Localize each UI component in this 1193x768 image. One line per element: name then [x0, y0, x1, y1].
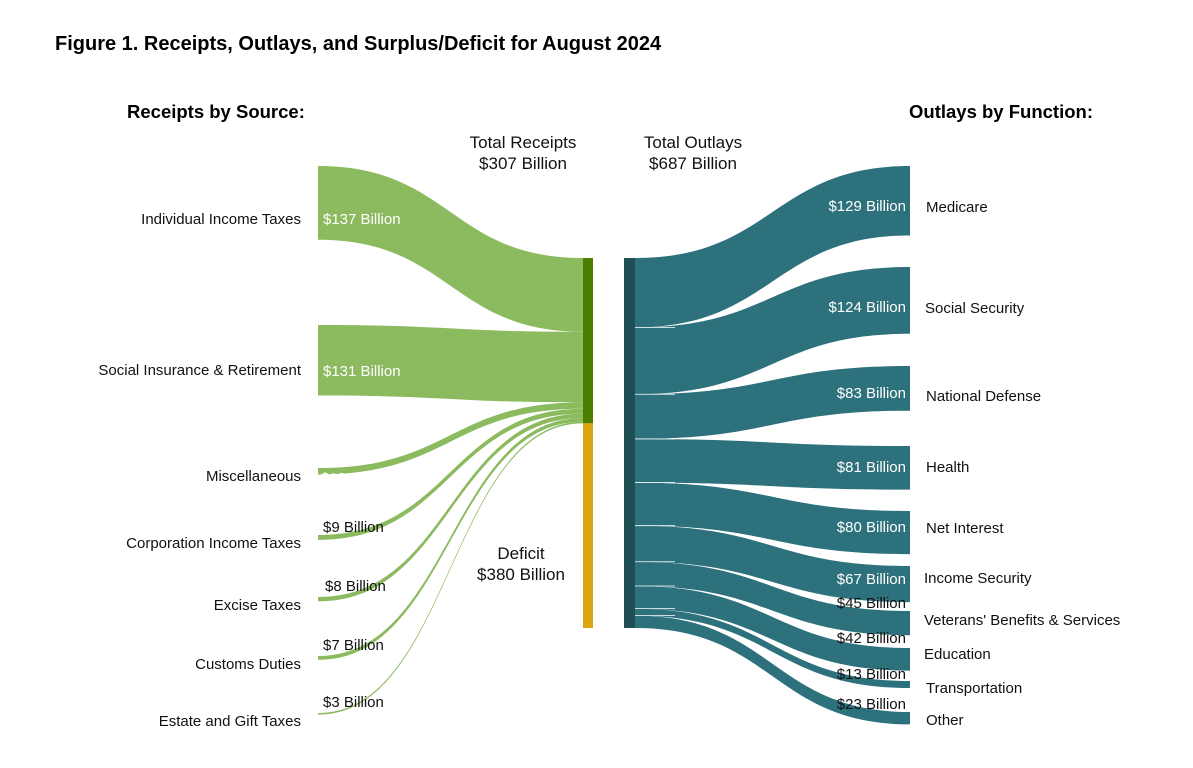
outlay-value-medicare: $129 Billion	[828, 198, 906, 215]
total-outlays-label: Total Outlays $687 Billion	[618, 132, 768, 174]
receipts-heading: Receipts by Source:	[127, 101, 305, 122]
deficit-label: Deficit $380 Billion	[446, 543, 596, 585]
outlay-flow-medicare	[635, 166, 910, 328]
receipt-name-individual-income-taxes: Individual Income Taxes	[141, 211, 301, 228]
receipt-name-corporation-income-taxes: Corporation Income Taxes	[126, 535, 301, 552]
receipt-value-excise-taxes: $8 Billion	[325, 578, 386, 595]
outlay-value-net-interest: $80 Billion	[836, 519, 906, 536]
receipt-flow-social-insurance-retirement	[318, 325, 583, 403]
receipt-flow-estate-and-gift-taxes	[318, 421, 583, 715]
receipt-name-estate-and-gift-taxes: Estate and Gift Taxes	[158, 713, 301, 730]
outlay-flow-veterans-benefits-services	[635, 561, 910, 636]
total-receipts-title: Total Receipts	[469, 133, 577, 152]
receipt-name-social-insurance: Social Insurance & Retirement	[98, 362, 301, 379]
total-outlays-title: Total Outlays	[643, 133, 743, 152]
receipt-flow-miscellaneous	[318, 402, 583, 475]
receipt-name-excise-taxes: Excise Taxes	[213, 597, 301, 614]
outlay-name-net-interest: Net Interest	[926, 520, 1004, 537]
outlay-value-national-defense: $83 Billion	[836, 385, 906, 402]
outlay-flow-income-security	[635, 525, 910, 603]
outlay-flow-net-interest	[635, 482, 910, 555]
outlay-name-income-security: Income Security	[924, 570, 1032, 587]
outlay-value-income-security: $67 Billion	[836, 571, 906, 588]
outlay-flow-social-security	[635, 267, 910, 395]
outlay-name-national-defense: National Defense	[926, 388, 1042, 405]
receipt-name-customs-duties: Customs Duties	[195, 656, 301, 673]
total-receipts-value: $307 Billion	[479, 154, 567, 173]
outlay-name-health: Health	[926, 459, 970, 476]
figure-title: Figure 1. Receipts, Outlays, and Surplus…	[55, 33, 662, 55]
receipt-flow-individual-income-taxes	[318, 166, 583, 332]
receipt-flow-corporation-income-taxes	[318, 408, 583, 540]
outlay-flow-other	[635, 615, 910, 725]
deficit-value: $380 Billion	[477, 565, 565, 584]
outlay-flow-transportation	[635, 608, 910, 689]
deficit-bar	[583, 423, 593, 628]
receipt-value-individual-income-taxes: $137 Billion	[323, 211, 401, 228]
outlays-bar	[624, 258, 635, 628]
receipt-value-estate-and-gift-taxes: $3 Billion	[323, 694, 384, 711]
outlay-value-social-security: $124 Billion	[828, 299, 906, 316]
outlay-value-health: $81 Billion	[836, 459, 906, 476]
receipt-flow-customs-duties	[318, 417, 583, 660]
outlay-name-veterans: Veterans' Benefits & Services	[924, 612, 1121, 629]
receipts-bar	[583, 258, 593, 424]
total-outlays-value: $687 Billion	[649, 154, 737, 173]
outlay-value-education: $42 Billion	[836, 630, 906, 647]
outlay-flow-education	[635, 585, 910, 671]
receipt-flow-excise-taxes	[318, 413, 583, 602]
outlay-name-social-security: Social Security	[925, 300, 1025, 317]
receipt-value-miscellaneous: $12 Billion	[321, 470, 391, 487]
outlay-name-medicare: Medicare	[926, 199, 988, 216]
outlay-value-transportation: $13 Billion	[836, 666, 906, 683]
outlay-flow-health	[635, 438, 910, 490]
receipt-name-miscellaneous: Miscellaneous	[205, 468, 301, 485]
outlay-name-education: Education	[924, 646, 991, 663]
receipt-value-customs-duties: $7 Billion	[323, 637, 384, 654]
deficit-title: Deficit	[497, 544, 545, 563]
outlay-value-other: $23 Billion	[836, 696, 906, 713]
outlay-flow-national-defense	[635, 366, 910, 439]
receipt-value-social-insurance: $131 Billion	[323, 363, 401, 380]
total-receipts-label: Total Receipts $307 Billion	[448, 132, 598, 174]
outlays-heading: Outlays by Function:	[909, 101, 1093, 122]
outlay-name-transportation: Transportation	[926, 680, 1023, 697]
outlay-name-other: Other	[926, 712, 964, 729]
receipt-value-corporation-income-taxes: $9 Billion	[323, 519, 384, 536]
outlay-value-veterans: $45 Billion	[836, 595, 906, 612]
